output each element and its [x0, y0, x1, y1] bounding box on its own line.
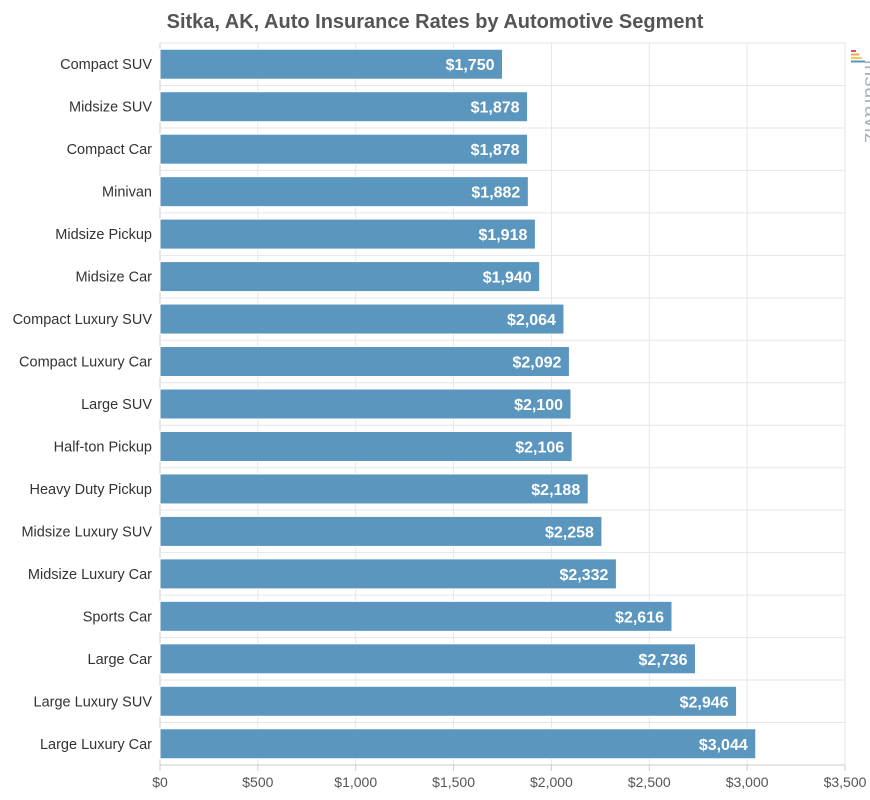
grid-lines	[159, 42, 846, 766]
category-label: Sports Car	[83, 609, 152, 625]
bar	[159, 388, 572, 420]
bar	[159, 515, 603, 547]
x-tick-label: $2,500	[628, 774, 671, 790]
bar	[159, 303, 565, 335]
category-label: Large Car	[88, 652, 153, 668]
bars: $1,750 $1,878 $1,878 $1,882 $1,918 $1,940 $2,0…	[159, 48, 757, 760]
x-tick-label: $3,000	[726, 774, 769, 790]
bar-value-label: $2,064	[507, 312, 556, 329]
bar-value-label: $2,092	[512, 355, 561, 372]
logo-bar-mark	[851, 60, 865, 63]
category-label: Heavy Duty Pickup	[30, 482, 153, 498]
bar-value-label: $2,736	[639, 652, 688, 669]
bar-value-label: $1,882	[471, 185, 520, 202]
x-tick-label: $1,500	[432, 774, 475, 790]
bar	[159, 685, 738, 717]
category-label: Midsize Car	[75, 270, 152, 286]
logo-bar-mark	[851, 57, 862, 59]
insuraviz-watermark: insuraviz	[851, 50, 870, 143]
logo-bar-mark	[851, 50, 856, 52]
category-labels: Compact SUV Midsize SUV Compact Car Minivan…	[13, 57, 153, 753]
category-label: Midsize SUV	[69, 100, 152, 116]
category-label: Large Luxury SUV	[34, 694, 153, 710]
category-label: Compact SUV	[60, 57, 152, 73]
bar-value-label: $1,750	[446, 57, 495, 74]
category-label: Half-ton Pickup	[54, 439, 152, 455]
x-tick-label: $1,000	[334, 774, 377, 790]
chart-title: Sitka, AK, Auto Insurance Rates by Autom…	[167, 11, 704, 33]
insuraviz-logo-bars-icon	[851, 50, 865, 63]
bar	[159, 48, 503, 80]
bar-value-label: $1,918	[478, 227, 527, 244]
bar-value-label: $2,946	[680, 694, 729, 711]
x-tick-label: $2,000	[530, 774, 573, 790]
bar	[159, 473, 589, 505]
bar-value-label: $3,044	[699, 737, 748, 754]
bar	[159, 261, 541, 293]
insuraviz-logo-text: insuraviz	[860, 60, 870, 143]
x-tick-label: $3,500	[824, 774, 867, 790]
x-tick-label: $500	[242, 774, 273, 790]
bar	[159, 346, 570, 378]
x-axis-tick-labels: $0 $500 $1,000 $1,500 $2,000 $2,500 $3,000 $3,5…	[152, 765, 867, 790]
bar-value-label: $1,878	[471, 100, 520, 117]
bar	[159, 218, 536, 250]
category-label: Compact Car	[67, 142, 153, 158]
category-label: Compact Luxury Car	[19, 355, 152, 371]
bar-value-label: $2,332	[559, 567, 608, 584]
bar	[159, 133, 529, 165]
bar	[159, 558, 617, 590]
category-label: Midsize Luxury Car	[28, 567, 152, 583]
category-label: Large Luxury Car	[40, 737, 152, 753]
bar-value-label: $2,100	[514, 397, 563, 414]
bar	[159, 91, 529, 123]
category-label: Midsize Pickup	[55, 227, 152, 243]
bar	[159, 430, 573, 462]
bar-value-label: $1,940	[483, 270, 532, 287]
category-label: Minivan	[102, 185, 152, 201]
x-tick-label: $0	[152, 774, 168, 790]
bar	[159, 176, 529, 208]
category-label: Large SUV	[81, 397, 152, 413]
bar-value-label: $1,878	[471, 142, 520, 159]
logo-bar-mark	[851, 53, 859, 56]
bar-value-label: $2,106	[515, 439, 564, 456]
bar	[159, 728, 757, 760]
category-label: Compact Luxury SUV	[13, 312, 153, 328]
bar-value-label: $2,258	[545, 524, 594, 541]
bar-value-label: $2,188	[531, 482, 580, 499]
category-label: Midsize Luxury SUV	[21, 524, 152, 540]
bar-value-label: $2,616	[615, 609, 664, 626]
bar	[159, 643, 696, 675]
bar	[159, 600, 673, 632]
